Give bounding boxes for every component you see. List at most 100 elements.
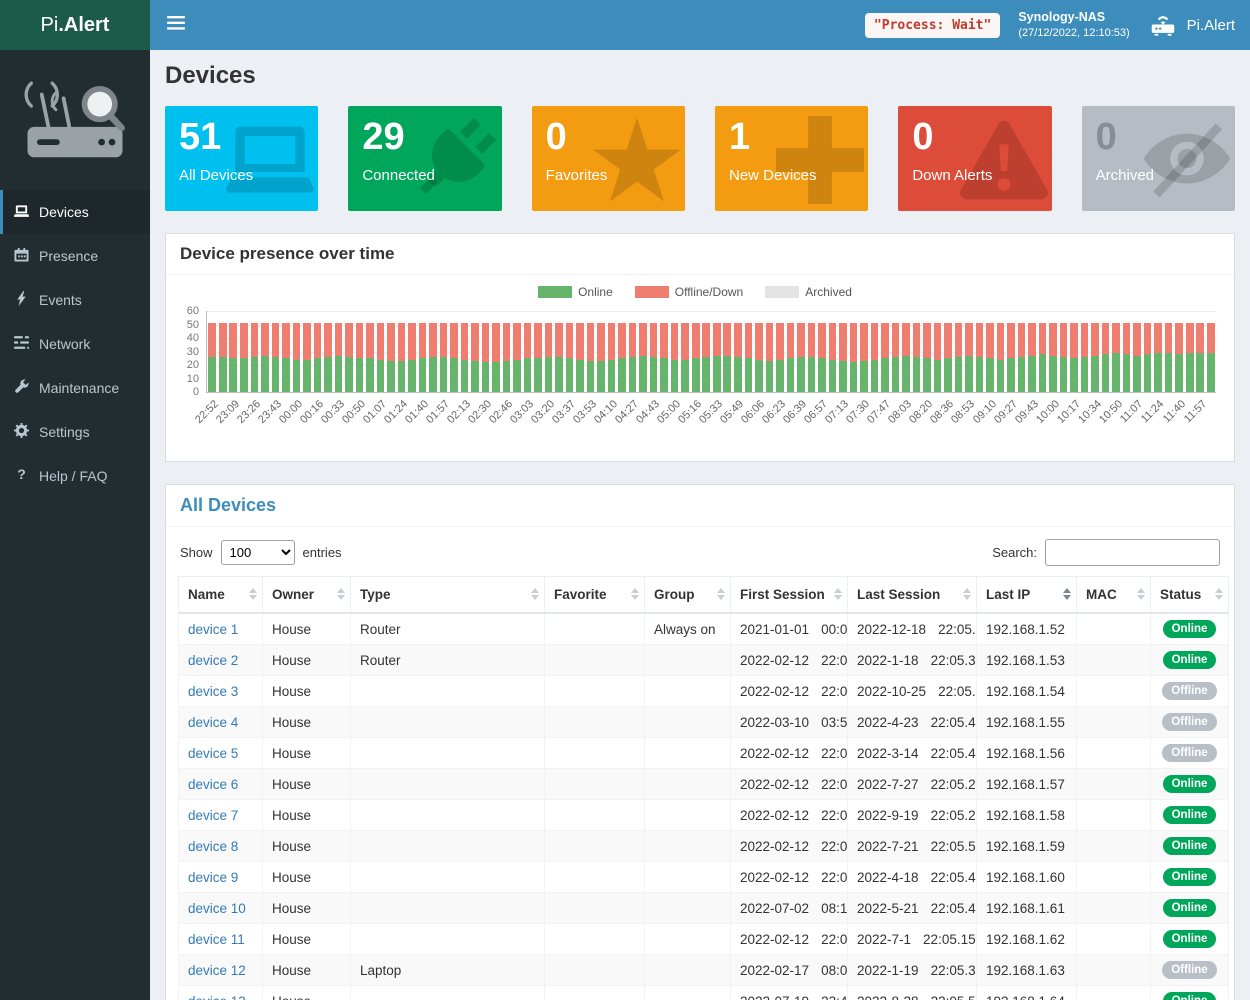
column-header-first-session[interactable]: First Session	[730, 576, 848, 614]
chart-bar-online	[954, 356, 963, 392]
cell-group	[644, 675, 731, 707]
column-header-favorite[interactable]: Favorite	[544, 576, 645, 614]
host-info: Synology-NAS (27/12/2022, 12:10:53)	[1018, 9, 1129, 41]
show-label: Show	[180, 545, 213, 560]
chart-bar-online	[250, 356, 259, 392]
chart-bar-online	[481, 362, 490, 392]
column-header-owner[interactable]: Owner	[262, 576, 351, 614]
device-link[interactable]: device 1	[188, 621, 239, 637]
device-link[interactable]: device 10	[188, 900, 246, 916]
chart-bar-online	[639, 355, 647, 392]
info-box-all-devices[interactable]: 51 All Devices	[165, 106, 319, 211]
page-title: Devices	[165, 62, 256, 89]
column-header-last-session[interactable]: Last Session	[847, 576, 977, 614]
column-header-mac[interactable]: MAC	[1076, 576, 1151, 614]
session-time: 22:05.26	[930, 807, 976, 823]
column-header-label: Type	[360, 587, 391, 602]
device-link[interactable]: device 8	[188, 838, 239, 854]
chart-bar-offline	[765, 323, 774, 361]
chart-bar-online	[1070, 358, 1078, 392]
sidebar-item-network[interactable]: Network	[0, 322, 150, 366]
devices-table-body: device 1 House Router Always on 2021-01-01 00…	[178, 612, 1229, 1000]
device-link[interactable]: device 3	[188, 683, 239, 699]
cell-type	[350, 706, 545, 738]
sidebar-toggle-button[interactable]	[150, 0, 202, 50]
y-tick-label: 60	[186, 305, 199, 317]
device-link[interactable]: device 9	[188, 869, 239, 885]
cell-first-session: 2022-02-12 22:05	[730, 830, 848, 862]
session-date: 2022-10-25	[857, 683, 927, 699]
chart-bar-online	[881, 358, 889, 392]
column-header-type[interactable]: Type	[350, 576, 545, 614]
cell-status: Online	[1150, 892, 1229, 924]
legend-swatch	[765, 286, 800, 298]
session-date: 2022-7-21	[857, 838, 919, 854]
cell-name: device 13	[178, 985, 263, 1000]
info-box-connected[interactable]: 29 Connected	[348, 106, 502, 211]
session-time: 22:05.30	[930, 962, 976, 978]
chart-bar-online	[860, 360, 868, 392]
info-box-archived[interactable]: 0 Archived	[1081, 106, 1235, 211]
device-link[interactable]: device 12	[188, 962, 246, 978]
chart-bar-online	[818, 358, 826, 392]
x-tick-label: 00:33	[318, 398, 347, 426]
device-link[interactable]: device 2	[188, 652, 239, 668]
table-row: device 12HouseLaptop2022-02-1708:052022-…	[178, 954, 1229, 986]
chart-bar-offline	[313, 323, 322, 359]
sidebar-item-maintenance[interactable]: Maintenance	[0, 366, 150, 410]
chart-bar-offline	[481, 323, 490, 363]
chart-bar-offline	[586, 323, 595, 361]
column-header-group[interactable]: Group	[644, 576, 731, 614]
chart-bar-online	[996, 359, 1005, 392]
device-link[interactable]: device 13	[188, 994, 246, 1000]
column-header-status[interactable]: Status	[1150, 576, 1229, 614]
cell-first-session: 2022-02-12 22:05	[730, 675, 848, 707]
cell-first-session: 2022-02-12 22:05	[730, 861, 848, 893]
cell-status: Offline	[1150, 954, 1229, 986]
cell-type	[350, 737, 545, 769]
presence-panel: Device presence over time Online Offline/…	[165, 233, 1235, 462]
chart-bar-offline	[1112, 323, 1120, 353]
chart-bar-online	[1133, 355, 1141, 392]
search-input[interactable]	[1045, 539, 1220, 566]
page-length-select[interactable]: 100	[220, 540, 295, 565]
cell-owner: House	[262, 737, 351, 769]
chart-bar-offline	[639, 323, 647, 356]
column-header-label: MAC	[1086, 587, 1117, 602]
sidebar-item-devices[interactable]: Devices	[0, 189, 150, 234]
column-header-last-ip[interactable]: Last IP	[976, 576, 1077, 614]
info-box-down-alerts[interactable]: 0 Down Alerts	[898, 106, 1052, 211]
device-link[interactable]: device 4	[188, 714, 239, 730]
status-badge: Online	[1162, 620, 1217, 638]
chart-bar-offline	[565, 323, 574, 359]
chart-bar-offline	[607, 323, 616, 360]
devices-table: Name Owner Type Favorite Group First Session L…	[178, 576, 1229, 1000]
chart-bar-online	[912, 356, 921, 392]
column-header-name[interactable]: Name	[178, 576, 263, 614]
column-header-label: Group	[654, 587, 695, 602]
cell-first-session: 2022-07-02 08:15	[730, 892, 848, 924]
session-time: 22:05	[821, 838, 848, 854]
laptop-icon	[226, 116, 315, 204]
device-link[interactable]: device 5	[188, 745, 239, 761]
device-link[interactable]: device 7	[188, 807, 239, 823]
cell-mac	[1076, 644, 1151, 676]
info-box-new-devices[interactable]: 1 New Devices	[714, 106, 869, 211]
brand-logo[interactable]: Pi .Alert	[0, 0, 150, 50]
sidebar-item-settings[interactable]: Settings	[0, 410, 150, 454]
cell-group	[644, 923, 731, 955]
status-badge: Online	[1162, 806, 1217, 824]
device-link[interactable]: device 11	[188, 931, 245, 947]
sidebar-item-help-faq[interactable]: ? Help / FAQ	[0, 454, 150, 498]
table-header-row: Name Owner Type Favorite Group First Session L…	[178, 576, 1229, 614]
chart-bar-offline	[660, 323, 668, 359]
sidebar-item-events[interactable]: Events	[0, 278, 150, 322]
navbar-brand[interactable]: Pi.Alert	[1148, 10, 1235, 41]
cell-last-ip: 192.168.1.61	[976, 892, 1077, 924]
device-link[interactable]: device 6	[188, 776, 239, 792]
info-box-favorites[interactable]: 0 Favorites	[531, 106, 685, 211]
sidebar-item-presence[interactable]: Presence	[0, 234, 150, 278]
chart-bar-offline	[891, 323, 900, 357]
column-header-label: Last IP	[986, 587, 1031, 602]
